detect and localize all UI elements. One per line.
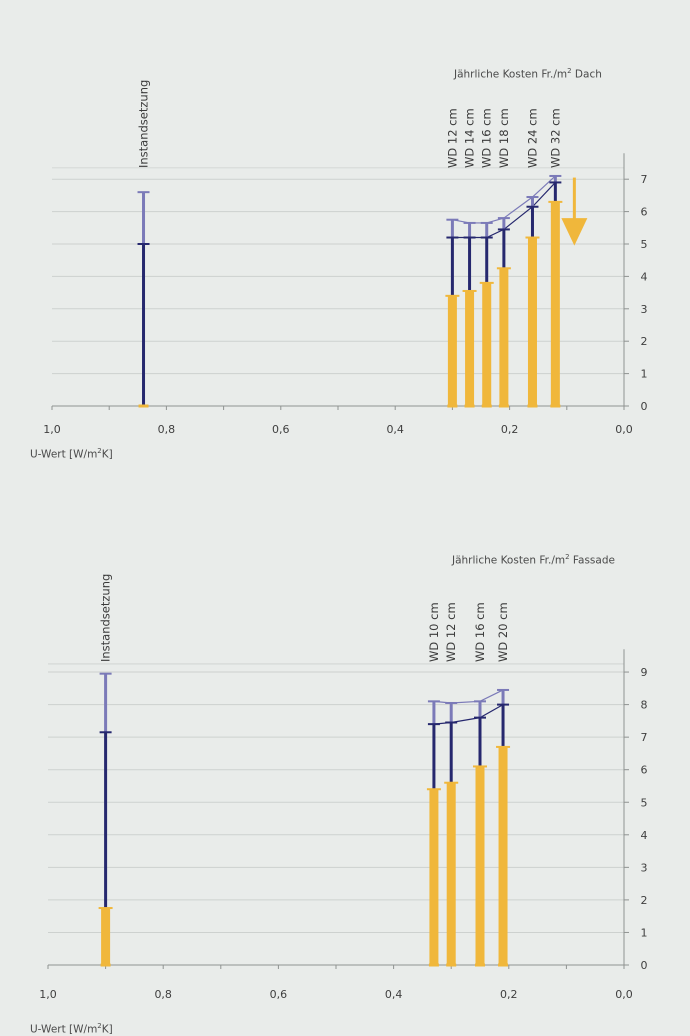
y-tick-label-fassade: 5 (641, 796, 648, 809)
line-top-fassade (433, 689, 504, 704)
y-tick-label-fassade: 0 (641, 959, 648, 972)
category-label-fassade: WD 16 cm (473, 602, 487, 662)
y-tick-label-dach: 6 (641, 206, 648, 219)
bar-dach (465, 290, 475, 406)
x-tick-label-dach: 0,2 (501, 423, 519, 436)
down-arrow-head (561, 218, 588, 246)
y-tick-label-fassade: 8 (641, 699, 648, 712)
category-label-dach: WD 18 cm (497, 108, 511, 168)
chart-dach: 0 1 2 3 4 5 6 7 1,0 0,8 0,6 0,4 0,2 0,0 Instandsetzung… (43, 80, 648, 436)
x-tick-label-dach: 0,4 (386, 423, 404, 436)
chart-title-fassade: Jährliche Kosten Fr./m2 Fassade (452, 553, 615, 567)
category-label-fassade: WD 12 cm (444, 602, 458, 662)
y-tick-label-dach: 4 (641, 270, 648, 283)
chart-title-dach: Jährliche Kosten Fr./m2 Dach (454, 67, 602, 81)
category-label-dach: WD 24 cm (525, 108, 539, 168)
x-tick-label-fassade: 0,0 (615, 988, 633, 1001)
x-tick-label-fassade: 0,6 (270, 988, 288, 1001)
x-tick-label-fassade: 0,4 (385, 988, 403, 1001)
y-tick-label-fassade: 7 (641, 731, 648, 744)
category-label-dach: Instandsetzung (137, 80, 151, 168)
y-tick-label-fassade: 3 (641, 861, 648, 874)
x-tick-label-dach: 0,8 (158, 423, 176, 436)
bar-fassade (101, 908, 111, 965)
x-axis-label-fassade: U-Wert [W/m2K] (30, 1022, 113, 1036)
category-label-fassade: WD 20 cm (496, 602, 510, 662)
bar-fassade (475, 766, 485, 965)
x-tick-label-fassade: 0,8 (154, 988, 172, 1001)
bar-dach (527, 237, 537, 406)
category-label-dach: WD 14 cm (463, 108, 477, 168)
x-tick-label-fassade: 1,0 (39, 988, 57, 1001)
bar-fassade (446, 782, 456, 965)
chart-fassade: 0 1 2 3 4 5 6 7 8 9 1,0 0,8 0,6 0,4 0,2 0,0 Instandsetzu… (39, 574, 648, 1001)
bar-dach (482, 282, 492, 406)
category-label-fassade: Instandsetzung (99, 574, 113, 662)
category-label-dach: WD 16 cm (480, 108, 494, 168)
x-tick-label-dach: 0,6 (272, 423, 290, 436)
y-tick-label-dach: 1 (641, 368, 648, 381)
category-label-dach: WD 32 cm (548, 108, 562, 168)
y-tick-label-dach: 7 (641, 173, 648, 186)
y-tick-label-fassade: 6 (641, 764, 648, 777)
y-tick-label-fassade: 4 (641, 829, 648, 842)
x-tick-label-dach: 1,0 (43, 423, 61, 436)
y-tick-label-dach: 0 (641, 400, 648, 413)
y-tick-label-dach: 5 (641, 238, 648, 251)
x-tick-label-fassade: 0,2 (500, 988, 518, 1001)
bar-dach (550, 201, 560, 406)
category-label-fassade: WD 10 cm (427, 602, 441, 662)
bar-fassade (429, 789, 439, 965)
bar-dach (499, 268, 509, 406)
y-tick-label-fassade: 1 (641, 926, 648, 939)
bar-dach (447, 295, 457, 406)
y-tick-label-dach: 2 (641, 335, 648, 348)
y-tick-label-dach: 3 (641, 303, 648, 316)
category-label-dach: WD 12 cm (445, 108, 459, 168)
y-tick-label-fassade: 9 (641, 666, 648, 679)
y-tick-label-fassade: 2 (641, 894, 648, 907)
bar-fassade (498, 746, 508, 965)
x-axis-label-dach: U-Wert [W/m2K] (30, 447, 113, 461)
line-mid-fassade (433, 704, 504, 725)
x-tick-label-dach: 0,0 (615, 423, 633, 436)
